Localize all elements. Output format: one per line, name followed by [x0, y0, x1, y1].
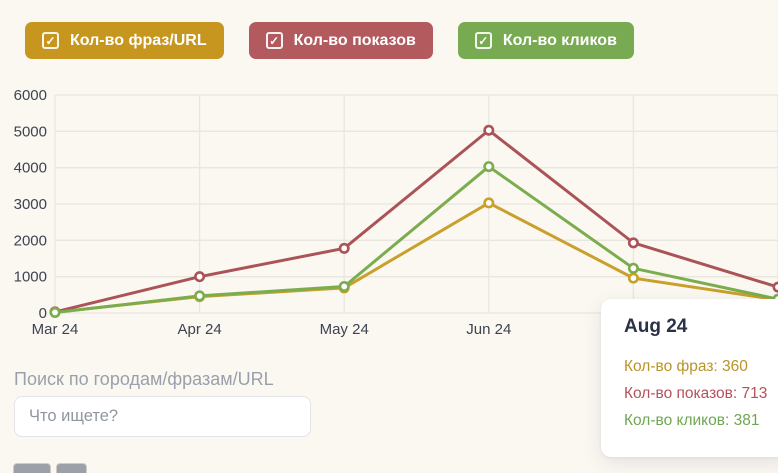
chart-tooltip: Aug 24 Кол-во фраз: 360 Кол-во показов: … [601, 299, 778, 457]
svg-text:2000: 2000 [14, 232, 47, 249]
svg-text:4000: 4000 [14, 160, 47, 177]
legend-label-impressions: Кол-во показов [293, 31, 416, 49]
svg-text:1000: 1000 [14, 269, 47, 286]
checkbox-checked-icon[interactable]: ✓ [42, 32, 59, 49]
svg-text:Apr 24: Apr 24 [177, 321, 221, 338]
svg-text:Mar 24: Mar 24 [32, 321, 79, 338]
checkbox-checked-icon[interactable]: ✓ [474, 32, 492, 49]
svg-text:May 24: May 24 [320, 321, 369, 338]
bottom-cutoff-button-2[interactable] [56, 463, 87, 473]
checkbox-checked-icon[interactable]: ✓ [265, 32, 283, 49]
tooltip-row-clicks: Кол-во кликов: 381 [624, 412, 760, 429]
tooltip-row-phrases: Кол-во фраз: 360 [624, 358, 748, 375]
line-chart[interactable]: 0 1000 2000 3000 4000 5000 6000 Mar 24 Apr 24 May… [0, 0, 778, 350]
legend-toggle-impressions[interactable]: ✓ Кол-во показов [248, 22, 433, 59]
svg-text:0: 0 [39, 305, 47, 322]
search-input[interactable] [14, 396, 311, 437]
legend-toggle-clicks[interactable]: ✓ Кол-во кликов [457, 22, 634, 59]
svg-text:3000: 3000 [14, 196, 47, 213]
svg-text:6000: 6000 [14, 87, 47, 104]
tooltip-title: Aug 24 [624, 316, 688, 337]
legend-label-phrases: Кол-во фраз/URL [70, 31, 207, 49]
bottom-cutoff-button-1[interactable] [13, 463, 51, 473]
svg-text:Jun 24: Jun 24 [466, 321, 511, 338]
legend-label-clicks: Кол-во кликов [502, 31, 617, 49]
search-label: Поиск по городам/фразам/URL [14, 369, 274, 389]
tooltip-row-impressions: Кол-во показов: 713 [624, 385, 768, 402]
chart-legend: ✓ Кол-во фраз/URL ✓ Кол-во показов ✓ Кол… [25, 22, 634, 59]
svg-text:5000: 5000 [14, 123, 47, 140]
legend-toggle-phrases[interactable]: ✓ Кол-во фраз/URL [25, 22, 224, 59]
